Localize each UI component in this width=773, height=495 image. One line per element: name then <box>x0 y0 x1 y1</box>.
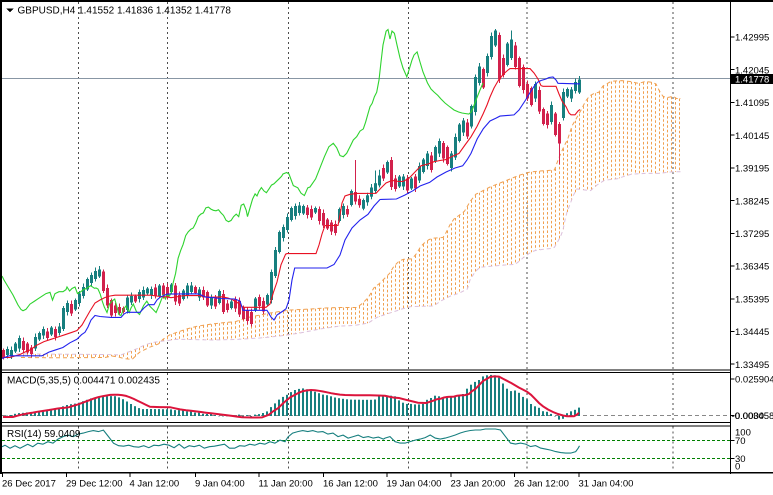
svg-text:1.35395: 1.35395 <box>735 295 769 306</box>
svg-text:-0.003458: -0.003458 <box>732 411 773 422</box>
svg-text:1.33495: 1.33495 <box>735 360 769 371</box>
svg-text:26 Dec 2017: 26 Dec 2017 <box>2 479 56 490</box>
svg-text:1.41778: 1.41778 <box>735 74 769 85</box>
svg-text:GBPUSD,H4 1.41552 1.41836 1.41: GBPUSD,H4 1.41552 1.41836 1.41352 1.4177… <box>18 5 232 16</box>
svg-text:1.38245: 1.38245 <box>735 196 769 207</box>
svg-text:4 Jan 12:00: 4 Jan 12:00 <box>130 479 180 490</box>
svg-text:1.42995: 1.42995 <box>735 33 769 44</box>
svg-text:0.025904: 0.025904 <box>735 375 773 386</box>
svg-text:RSI(14) 59.0409: RSI(14) 59.0409 <box>7 429 81 440</box>
svg-text:19 Jan 04:00: 19 Jan 04:00 <box>387 479 442 490</box>
svg-text:MACD(5,35,5) 0.004471 0.002435: MACD(5,35,5) 0.004471 0.002435 <box>7 375 160 386</box>
svg-text:1.34445: 1.34445 <box>735 327 769 338</box>
svg-text:1.41095: 1.41095 <box>735 98 769 109</box>
svg-text:1.37295: 1.37295 <box>735 229 769 240</box>
svg-text:26 Jan 12:00: 26 Jan 12:00 <box>514 479 569 490</box>
svg-text:70: 70 <box>735 436 746 447</box>
svg-text:23 Jan 20:00: 23 Jan 20:00 <box>451 479 506 490</box>
svg-text:16 Jan 12:00: 16 Jan 12:00 <box>323 479 378 490</box>
svg-text:30: 30 <box>735 454 746 465</box>
svg-text:31 Jan 04:00: 31 Jan 04:00 <box>579 479 634 490</box>
svg-text:1.39195: 1.39195 <box>735 164 769 175</box>
svg-text:11 Jan 20:00: 11 Jan 20:00 <box>259 479 313 490</box>
svg-text:0: 0 <box>735 461 740 472</box>
svg-text:1.40145: 1.40145 <box>735 131 769 142</box>
svg-text:100: 100 <box>735 428 751 439</box>
svg-text:1.36345: 1.36345 <box>735 262 769 273</box>
svg-text:1.42045: 1.42045 <box>735 65 769 76</box>
svg-text:9 Jan 04:00: 9 Jan 04:00 <box>195 479 245 490</box>
svg-text:29 Dec 12:00: 29 Dec 12:00 <box>66 479 123 490</box>
svg-text:0.0000: 0.0000 <box>735 411 764 422</box>
